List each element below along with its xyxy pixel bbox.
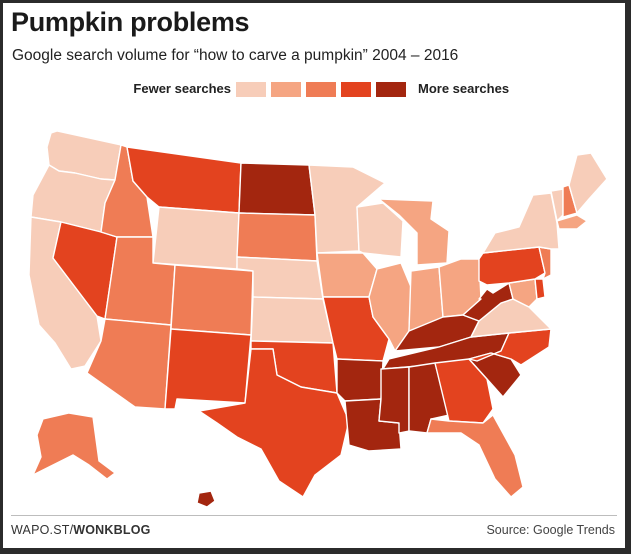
legend-swatch-3 — [306, 82, 336, 97]
state-arkansas — [336, 358, 384, 402]
legend-swatch-2 — [271, 82, 301, 97]
state-new-york — [482, 192, 560, 254]
state-west-virginia — [462, 282, 514, 322]
state-north-dakota — [238, 162, 316, 216]
footer-divider — [11, 515, 617, 516]
state-massachusetts — [556, 214, 588, 230]
chart-title: Pumpkin problems — [11, 7, 250, 37]
state-delaware — [534, 278, 546, 300]
state-hawaii — [196, 490, 216, 508]
legend-swatch-4 — [341, 82, 371, 97]
legend-low-label: Fewer searches — [133, 81, 231, 96]
state-iowa — [316, 252, 378, 298]
state-wyoming — [152, 206, 240, 270]
credit-brand: WONKBLOG — [73, 523, 151, 537]
state-kansas — [250, 296, 334, 344]
credit-prefix: WAPO.ST/ — [11, 523, 74, 537]
state-texas — [198, 348, 350, 498]
wonkblog-credit: WAPO.ST/WONKBLOG — [11, 523, 151, 537]
state-north-carolina — [468, 328, 552, 366]
legend-high-label: More searches — [418, 81, 510, 96]
us-choropleth-map — [28, 130, 608, 508]
state-south-dakota — [236, 212, 318, 262]
chart-subtitle: Google search volume for “how to carve a… — [12, 47, 459, 64]
graphic-card: Pumpkin problems Google search volume fo… — [3, 3, 625, 548]
state-maine — [568, 152, 608, 214]
state-colorado — [170, 264, 254, 336]
legend-swatch-5 — [376, 82, 406, 97]
state-michigan — [378, 198, 450, 266]
color-legend: Fewer searches More searches — [3, 81, 625, 101]
source-note: Source: Google Trends — [486, 523, 615, 537]
state-florida — [426, 414, 524, 498]
legend-swatch-1 — [236, 82, 266, 97]
state-alaska — [32, 412, 116, 480]
state-new-mexico — [164, 328, 252, 410]
